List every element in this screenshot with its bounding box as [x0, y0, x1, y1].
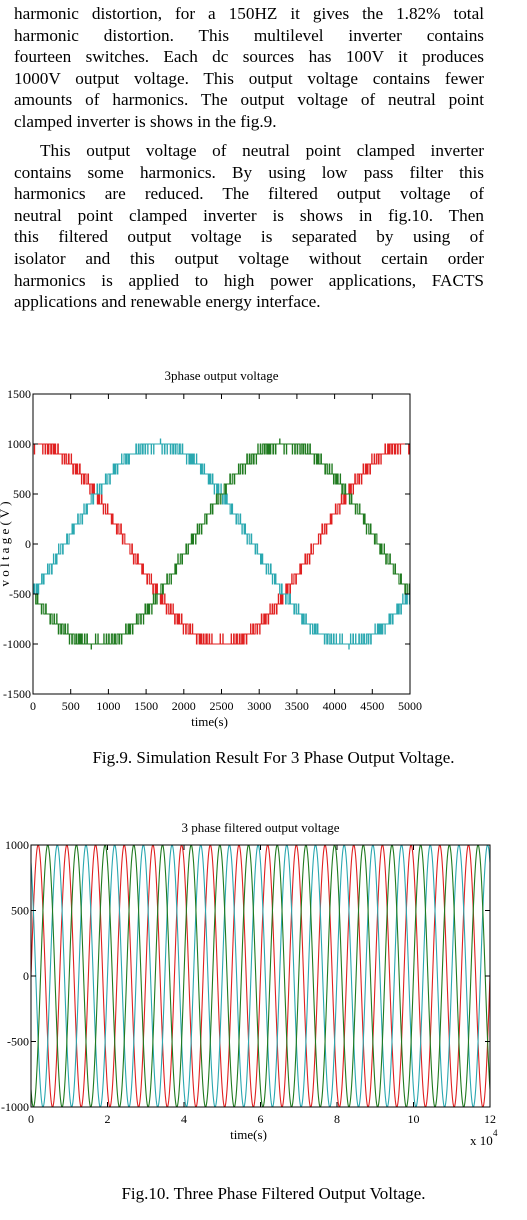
x-tick-label: 1000: [96, 699, 120, 713]
paragraph-line: applications and renewable energy interf…: [14, 292, 321, 312]
chart-title: 3 phase filtered output voltage: [181, 820, 339, 835]
x-tick-label: 3500: [285, 699, 309, 713]
series-line-1: [31, 845, 490, 1107]
chart-title: 3phase output voltage: [164, 368, 278, 383]
y-tick-label: 1000: [7, 437, 31, 451]
x-tick-label: 2000: [172, 699, 196, 713]
paragraph-line: neutral point clamped inverter is shows …: [14, 205, 484, 225]
figure-9-chart: 3phase output voltage 0 500 1000 1500 2000 250…: [0, 368, 422, 729]
series-group: [31, 845, 490, 1107]
y-tick-label: -1000: [1, 1100, 29, 1114]
paragraph-line: fourteen switches. Each dc sources has 1…: [14, 47, 484, 67]
paragraph-line: harmonics are reduced. The filtered outp…: [14, 184, 484, 204]
x-tick-label: 0: [28, 1112, 34, 1126]
x-tick-label: 4500: [360, 699, 384, 713]
paragraph-line: This output voltage of neutral point cla…: [40, 141, 484, 160]
paragraph-line: isolator and this output voltage without…: [14, 248, 484, 268]
x-tick-label: 8: [334, 1112, 340, 1126]
x-tick-label: 4000: [323, 699, 347, 713]
y-tick-label: 1000: [5, 838, 29, 852]
x-tick-label: 2: [105, 1112, 111, 1126]
series-line-2: [33, 438, 410, 650]
series-line-0: [33, 443, 410, 645]
y-tick-label: 1500: [7, 387, 31, 401]
y-tick-label: 0: [25, 537, 31, 551]
y-tick-label: -1500: [3, 687, 31, 701]
x-tick-label: 4: [181, 1112, 187, 1126]
x-axis-label: time(s): [191, 714, 228, 729]
x-tick-label: 5000: [398, 699, 422, 713]
paragraph-line: harmonic distortion, for a 150HZ it give…: [14, 4, 484, 23]
plot-frame: [32, 393, 411, 695]
paragraph-line: harmonic distortion. This multilevel inv…: [14, 25, 484, 45]
series-line-0: [31, 845, 490, 1107]
figure-9-caption: Fig.9. Simulation Result For 3 Phase Out…: [92, 748, 455, 767]
x-multiplier: x 10: [470, 1133, 493, 1148]
paragraph-line: clamped inverter is shows in the fig.9.: [14, 111, 277, 131]
figure-10-chart: 3 phase filtered output voltage 0 2 4 6 8 10 12…: [1, 820, 498, 1148]
x-multiplier-exponent: 4: [493, 1128, 498, 1138]
paragraph-line: 1000V output voltage. This output voltag…: [14, 68, 484, 88]
paragraph-line: this filtered output voltage is separate…: [14, 227, 484, 247]
x-tick-label: 0: [30, 699, 36, 713]
y-tick-label: -1000: [3, 637, 31, 651]
x-tick-label: 3000: [247, 699, 271, 713]
y-tick-label: 0: [23, 969, 29, 983]
figure-10-caption: Fig.10. Three Phase Filtered Output Volt…: [121, 1184, 426, 1203]
x-tick-label: 6: [258, 1112, 264, 1126]
x-axis-label: time(s): [230, 1127, 267, 1142]
x-tick-label: 10: [408, 1112, 420, 1126]
x-tick-label: 1500: [134, 699, 158, 713]
series-line-2: [31, 845, 490, 1107]
y-tick-label: 500: [13, 487, 31, 501]
y-tick-label: -500: [7, 1035, 29, 1049]
paragraph-line: harmonics is applied to high power appli…: [14, 270, 484, 290]
y-axis-label: v o l t a g e ( V ): [0, 501, 12, 586]
x-tick-label: 2500: [210, 699, 234, 713]
y-tick-label: -500: [9, 587, 31, 601]
paragraph-line: amounts of harmonics. The output voltage…: [14, 90, 484, 110]
paragraph-line: contains some harmonics. By using low pa…: [14, 162, 484, 182]
series-group: [33, 438, 410, 650]
body-paragraph-2: This output voltage of neutral point cla…: [14, 140, 484, 313]
body-paragraph-1: harmonic distortion, for a 150HZ it give…: [14, 3, 484, 133]
series-line-1: [33, 438, 410, 650]
x-tick-label: 12: [484, 1112, 496, 1126]
x-tick-label: 500: [62, 699, 80, 713]
y-tick-label: 500: [11, 904, 29, 918]
